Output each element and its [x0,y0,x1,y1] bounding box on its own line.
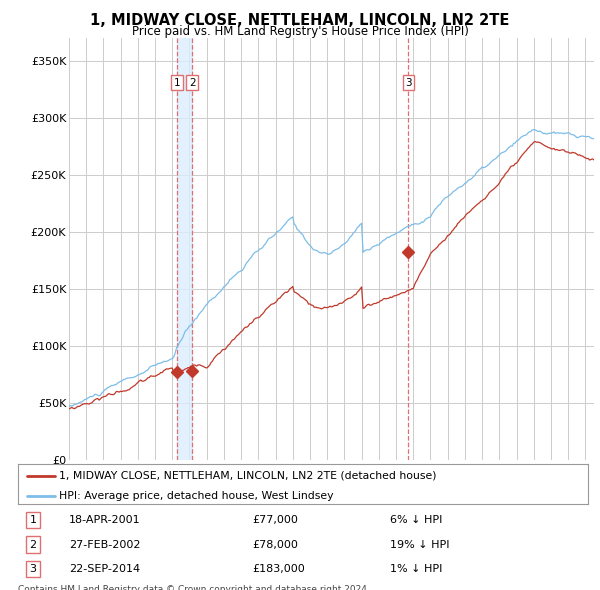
Text: 22-SEP-2014: 22-SEP-2014 [69,565,140,574]
Text: 3: 3 [405,78,412,88]
Text: Price paid vs. HM Land Registry's House Price Index (HPI): Price paid vs. HM Land Registry's House … [131,25,469,38]
Text: 3: 3 [29,565,37,574]
Text: 19% ↓ HPI: 19% ↓ HPI [390,540,449,549]
Text: 18-APR-2001: 18-APR-2001 [69,515,140,525]
Text: 1, MIDWAY CLOSE, NETTLEHAM, LINCOLN, LN2 2TE: 1, MIDWAY CLOSE, NETTLEHAM, LINCOLN, LN2… [91,13,509,28]
Text: £78,000: £78,000 [252,540,298,549]
Text: £183,000: £183,000 [252,565,305,574]
Text: 1: 1 [29,515,37,525]
Text: 1, MIDWAY CLOSE, NETTLEHAM, LINCOLN, LN2 2TE (detached house): 1, MIDWAY CLOSE, NETTLEHAM, LINCOLN, LN2… [59,471,437,481]
Text: 1: 1 [174,78,181,88]
Text: £77,000: £77,000 [252,515,298,525]
Text: 2: 2 [29,540,37,549]
Text: 2: 2 [189,78,196,88]
Bar [177,38,192,460]
Text: Contains HM Land Registry data © Crown copyright and database right 2024.: Contains HM Land Registry data © Crown c… [18,585,370,590]
Text: 27-FEB-2002: 27-FEB-2002 [69,540,140,549]
Text: 1% ↓ HPI: 1% ↓ HPI [390,565,442,574]
Text: 6% ↓ HPI: 6% ↓ HPI [390,515,442,525]
Text: HPI: Average price, detached house, West Lindsey: HPI: Average price, detached house, West… [59,491,334,501]
